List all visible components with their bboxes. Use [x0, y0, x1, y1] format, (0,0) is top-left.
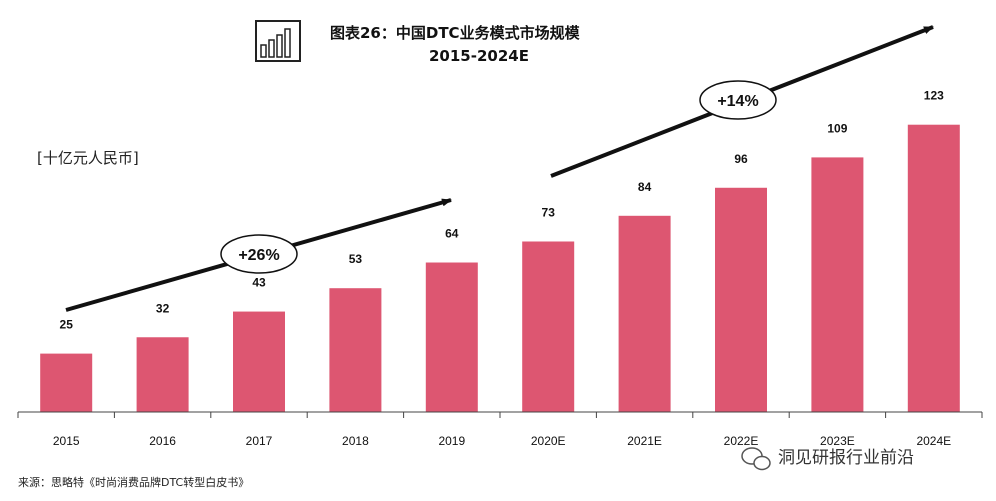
x-tick-label-2023E: 2023E [820, 434, 855, 448]
growth-label-2: +14% [717, 93, 758, 110]
bar-series [40, 124, 960, 412]
value-label-2016: 32 [156, 301, 170, 315]
bar-2015 [40, 353, 93, 412]
bar-2019 [425, 262, 478, 412]
x-tick-label-2017: 2017 [246, 434, 273, 448]
wechat-icon [741, 447, 771, 471]
x-tick-label-2016: 2016 [149, 434, 176, 448]
x-axis: 2015 2016 2017 2018 2019 2020E 2021E 2022E 2023E… [17, 411, 983, 448]
value-label-2015: 25 [60, 318, 74, 332]
x-tick-label-2020E: 2020E [531, 434, 566, 448]
bar-2020E [522, 241, 575, 412]
chart-subtitle: 2015-2024E [429, 47, 529, 65]
value-label-2020E: 73 [542, 205, 556, 219]
value-label-2023E: 109 [827, 121, 847, 135]
watermark-text: 洞见研报行业前沿 [778, 448, 914, 468]
bar-2018 [329, 288, 382, 412]
source-note: 来源：思略特《时尚消费品牌DTC转型白皮书》 [18, 475, 249, 489]
value-label-2024E: 123 [924, 89, 944, 103]
bar-2017 [233, 311, 285, 412]
bar-2022E [715, 187, 767, 412]
value-label-2018: 53 [349, 252, 363, 266]
x-tick-label-2015: 2015 [53, 434, 80, 448]
bar-2021E [618, 215, 671, 412]
value-labels: 25 32 43 53 64 73 84 96 109 123 [60, 89, 945, 332]
x-tick-label-2021E: 2021E [627, 434, 662, 448]
chart-title: 图表26：中国DTC业务模式市场规模 [330, 24, 581, 42]
growth-bubble-1: +26% [220, 234, 298, 274]
x-tick-label-2018: 2018 [342, 434, 369, 448]
growth-label-1: +26% [238, 247, 279, 264]
x-tick-label-2019: 2019 [438, 434, 465, 448]
x-tick-label-2022E: 2022E [724, 434, 759, 448]
bar-2024E [907, 124, 960, 412]
watermark: 洞见研报行业前沿 [741, 447, 914, 471]
bar-chart-icon [255, 20, 301, 62]
value-label-2021E: 84 [638, 180, 652, 194]
value-label-2017: 43 [252, 276, 266, 290]
growth-bubble-2: +14% [699, 80, 777, 120]
bar-2016 [136, 337, 189, 412]
bar-2023E [811, 157, 864, 412]
x-tick-label-2024E: 2024E [916, 434, 951, 448]
value-label-2019: 64 [445, 227, 459, 241]
y-axis-label: [十亿元人民币] [37, 149, 139, 167]
value-label-2022E: 96 [734, 152, 748, 166]
